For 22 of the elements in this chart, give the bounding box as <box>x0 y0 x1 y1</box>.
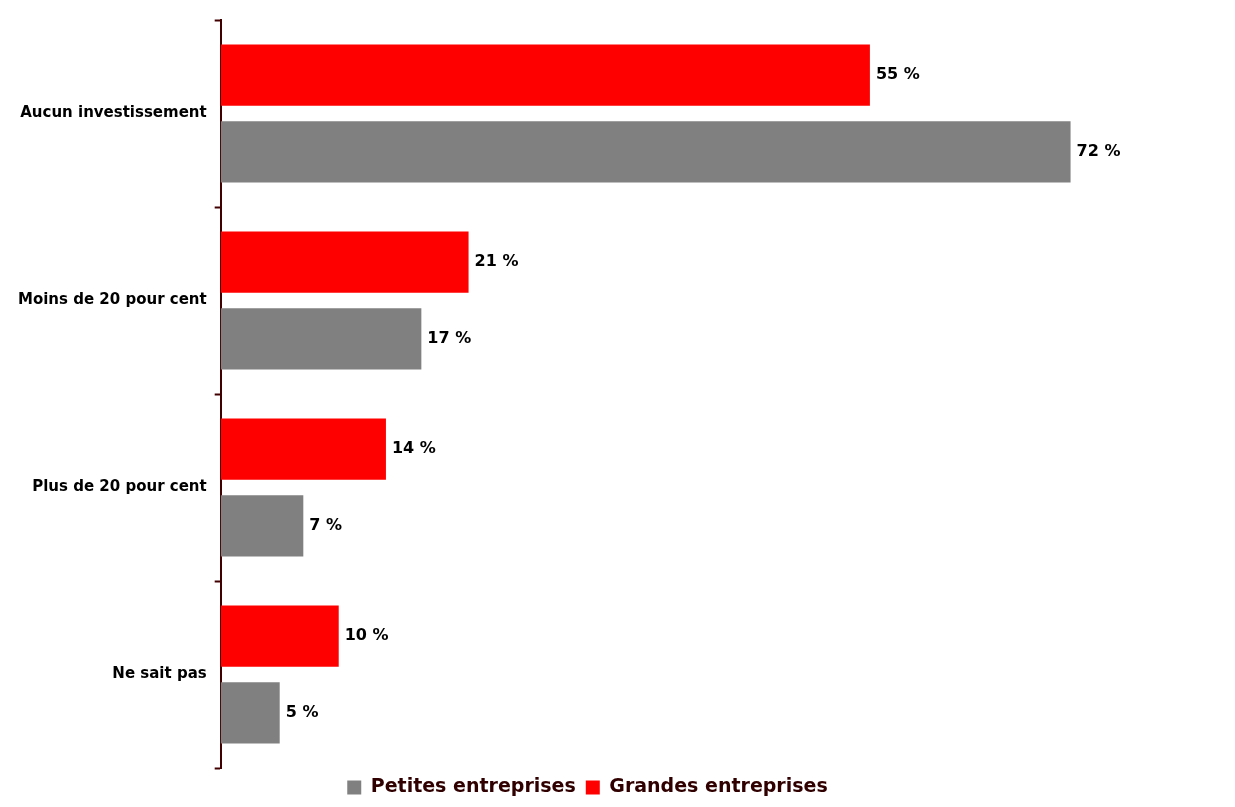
bar <box>220 418 386 480</box>
y-tick-label: Aucun investissement <box>20 103 207 122</box>
bar <box>220 308 422 370</box>
data-label: 72 % <box>1076 140 1121 160</box>
data-label: 55 % <box>875 64 920 84</box>
y-tick-label: Moins de 20 pour cent <box>18 290 207 309</box>
y-tick-label: Ne sait pas <box>112 664 207 683</box>
legend-label: Petites entreprises <box>370 774 576 797</box>
bar <box>220 121 1071 183</box>
legend-label: Grandes entreprises <box>609 774 828 797</box>
data-label: 21 % <box>474 251 519 271</box>
bar <box>220 605 339 667</box>
data-label: 10 % <box>344 625 389 645</box>
data-label: 5 % <box>285 701 319 721</box>
data-label: 17 % <box>427 327 472 347</box>
bar <box>220 231 469 293</box>
bar <box>220 682 280 744</box>
y-tick-label: Plus de 20 pour cent <box>32 477 207 496</box>
data-label: 14 % <box>391 438 436 458</box>
bar <box>220 495 304 557</box>
bar <box>220 44 870 106</box>
data-label: 7 % <box>309 514 343 534</box>
